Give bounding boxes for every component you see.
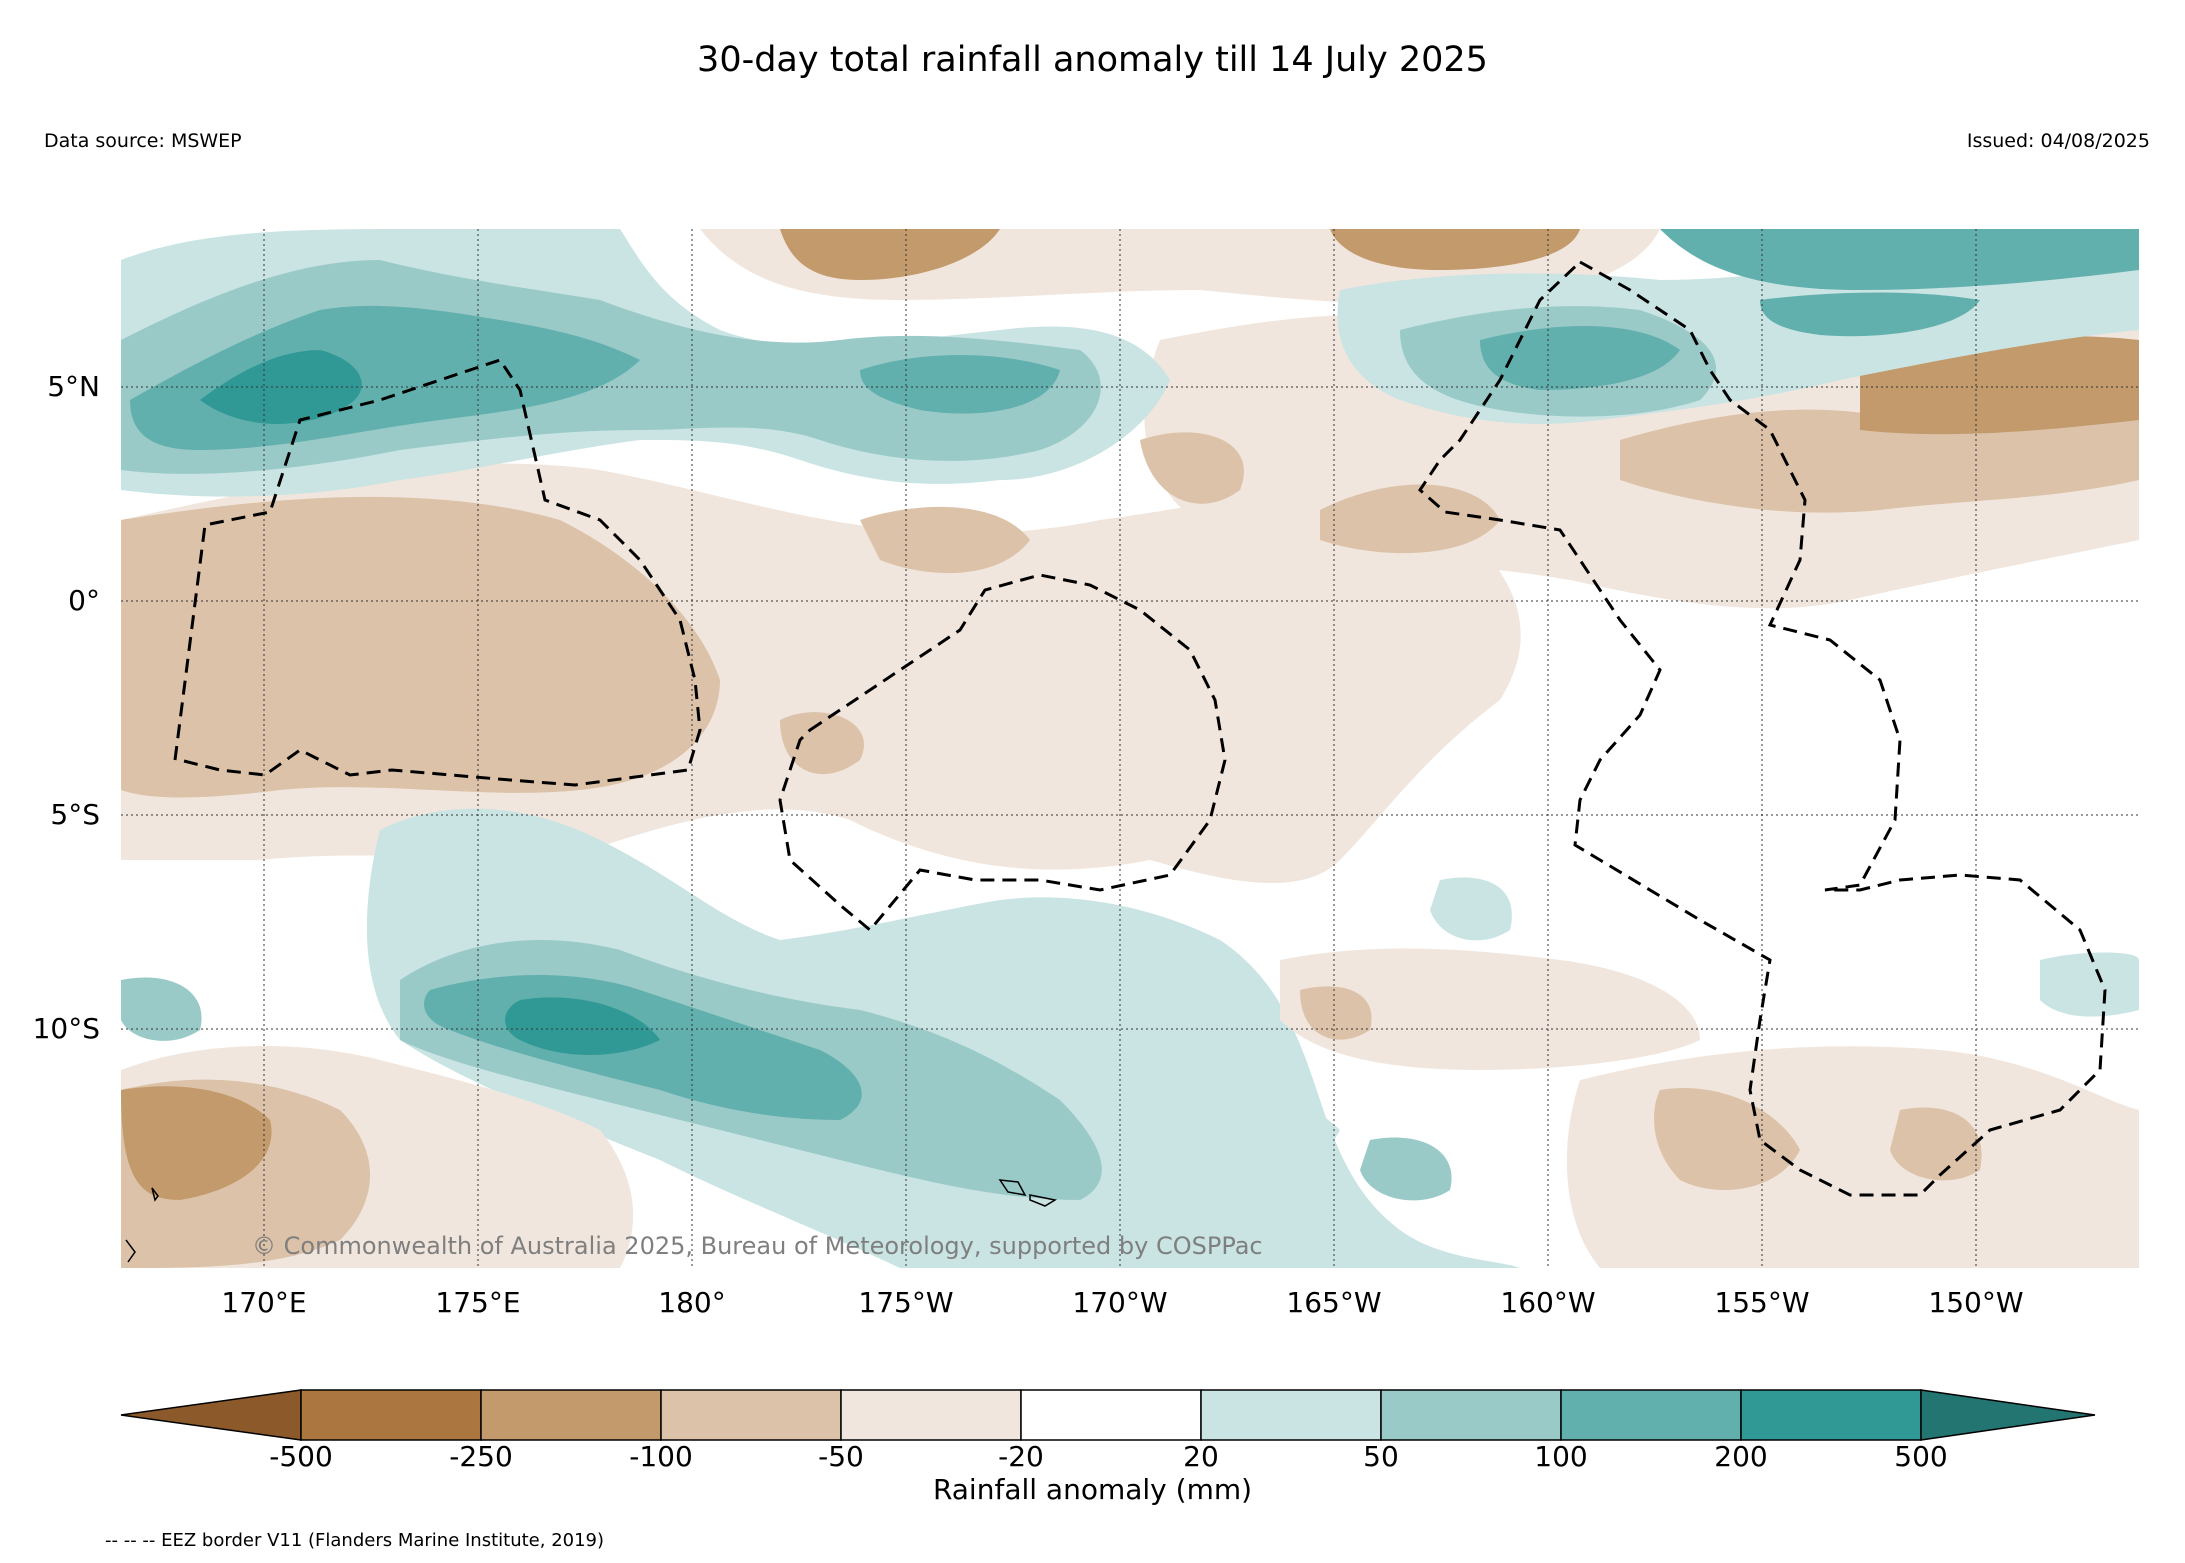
- lon-label-175w: 175°W: [858, 1286, 954, 1319]
- lat-label-10s: 10°S: [32, 1012, 100, 1045]
- colorbar-tick: 100: [1534, 1440, 1588, 1473]
- eez-borders: [173, 260, 2107, 1197]
- colorbar-tick: 200: [1714, 1440, 1768, 1473]
- colorbar-tick: -20: [998, 1440, 1044, 1473]
- colorbar-tick: -100: [629, 1440, 693, 1473]
- colorbar: [120, 1389, 2096, 1441]
- copyright-notice: © Commonwealth of Australia 2025, Bureau…: [252, 1232, 1263, 1260]
- issued-date-label: Issued: 04/08/2025: [1966, 130, 2150, 152]
- anomaly-field: [121, 229, 2139, 1268]
- eez-legend-note: -- -- -- EEZ border V11 (Flanders Marine…: [105, 1530, 605, 1551]
- lon-label-180: 180°: [658, 1286, 726, 1319]
- lon-label-175e: 175°E: [435, 1286, 521, 1319]
- graticule: [121, 229, 2139, 1268]
- island-outlines: [125, 1179, 1058, 1263]
- colorbar-tick: -500: [269, 1440, 333, 1473]
- lat-label-0: 0°: [68, 584, 100, 617]
- colorbar-tick: -250: [449, 1440, 513, 1473]
- lon-label-160w: 160°W: [1500, 1286, 1596, 1319]
- lon-label-155w: 155°W: [1714, 1286, 1810, 1319]
- lon-label-165w: 165°W: [1286, 1286, 1382, 1319]
- lon-label-150w: 150°W: [1928, 1286, 2024, 1319]
- lon-label-170e: 170°E: [221, 1286, 307, 1319]
- colorbar-tick: -50: [818, 1440, 864, 1473]
- colorbar-title: Rainfall anomaly (mm): [932, 1473, 1253, 1506]
- map-title: 30-day total rainfall anomaly till 14 Ju…: [697, 40, 1488, 80]
- lat-label-5n: 5°N: [47, 370, 100, 403]
- colorbar-tick: 500: [1894, 1440, 1948, 1473]
- colorbar-tick: 20: [1183, 1440, 1219, 1473]
- lon-label-170w: 170°W: [1072, 1286, 1168, 1319]
- lat-label-5s: 5°S: [50, 798, 100, 831]
- data-source-label: Data source: MSWEP: [44, 130, 242, 152]
- colorbar-tick: 50: [1363, 1440, 1399, 1473]
